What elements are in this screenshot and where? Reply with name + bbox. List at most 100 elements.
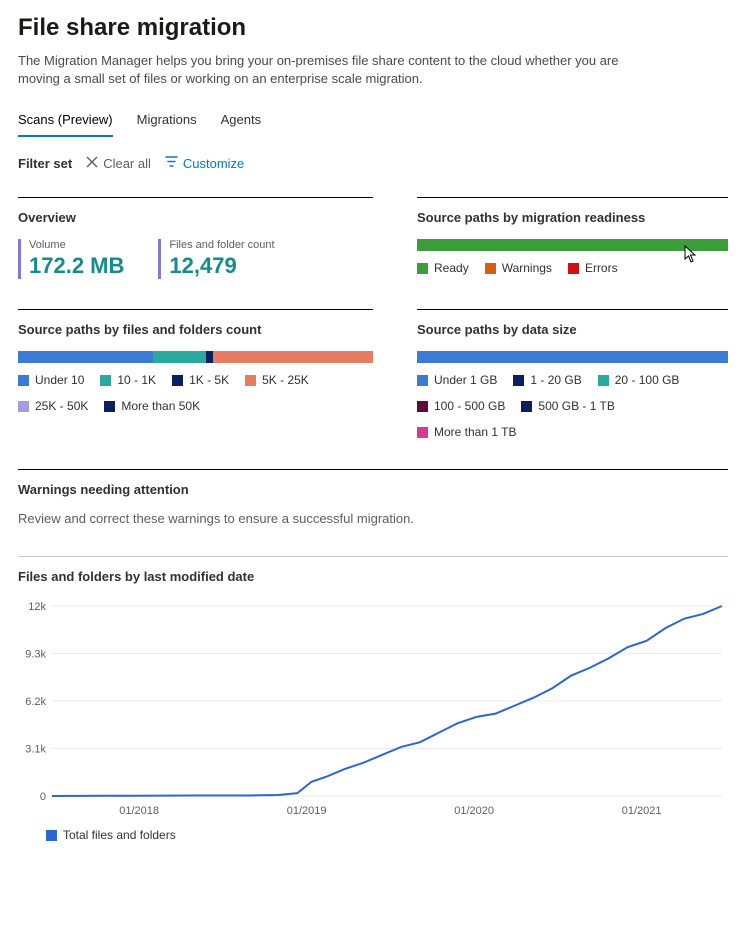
- legend-item: Ready: [417, 261, 469, 275]
- legend-swatch: [568, 263, 579, 274]
- series-label: Total files and folders: [63, 828, 176, 842]
- legend-swatch: [172, 375, 183, 386]
- files-count-title: Source paths by files and folders count: [18, 322, 373, 337]
- legend-item: Warnings: [485, 261, 552, 275]
- legend-item: More than 1 TB: [417, 425, 517, 439]
- customize-label: Customize: [183, 156, 244, 171]
- legend-item: 1 - 20 GB: [513, 373, 581, 387]
- line-chart: 0 3.1k 6.2k 9.3k 12k 01/2018 01/2019 01/2020 01/…: [18, 600, 728, 820]
- legend-swatch: [417, 375, 428, 386]
- legend-swatch: [104, 401, 115, 412]
- svg-text:6.2k: 6.2k: [25, 696, 46, 708]
- volume-label: Volume: [29, 239, 124, 251]
- files-value: 12,479: [169, 253, 274, 279]
- bar-segment: [153, 351, 206, 363]
- legend-swatch: [513, 375, 524, 386]
- tab-scans-preview-[interactable]: Scans (Preview): [18, 106, 113, 137]
- readiness-bar: [417, 239, 728, 251]
- legend-label: 5K - 25K: [262, 373, 309, 387]
- legend-swatch: [485, 263, 496, 274]
- customize-button[interactable]: Customize: [165, 155, 244, 171]
- legend-label: 20 - 100 GB: [615, 373, 680, 387]
- tab-agents[interactable]: Agents: [221, 106, 261, 137]
- bar-segment: [206, 351, 213, 363]
- line-chart-legend: Total files and folders: [46, 828, 728, 842]
- legend-item: 500 GB - 1 TB: [521, 399, 614, 413]
- modified-date-panel: Files and folders by last modified date …: [18, 556, 728, 842]
- warnings-subtitle: Review and correct these warnings to ens…: [18, 511, 728, 526]
- legend-swatch: [417, 263, 428, 274]
- legend-swatch: [245, 375, 256, 386]
- legend-item: Errors: [568, 261, 618, 275]
- legend-swatch: [417, 427, 428, 438]
- data-size-panel: Source paths by data size Under 1 GB 1 - …: [417, 309, 728, 439]
- filter-icon: [165, 155, 178, 171]
- legend-label: 10 - 1K: [117, 373, 156, 387]
- files-label: Files and folder count: [169, 239, 274, 251]
- svg-text:0: 0: [40, 791, 46, 803]
- legend-item: 100 - 500 GB: [417, 399, 505, 413]
- page-title: File share migration: [18, 14, 728, 42]
- overview-title: Overview: [18, 210, 373, 225]
- legend-swatch: [18, 401, 29, 412]
- legend-label: 100 - 500 GB: [434, 399, 505, 413]
- legend-label: 25K - 50K: [35, 399, 88, 413]
- legend-item: Under 10: [18, 373, 84, 387]
- cursor-icon: [684, 245, 698, 266]
- volume-value: 172.2 MB: [29, 253, 124, 279]
- tabs: Scans (Preview) Migrations Agents: [18, 106, 728, 137]
- legend-swatch: [18, 375, 29, 386]
- filter-set-label: Filter set: [18, 156, 72, 171]
- legend-label: More than 50K: [121, 399, 200, 413]
- legend-item: 1K - 5K: [172, 373, 229, 387]
- series-swatch: [46, 830, 57, 841]
- svg-text:9.3k: 9.3k: [25, 649, 46, 661]
- bar-segment: [213, 351, 373, 363]
- files-count-legend: Under 10 10 - 1K 1K - 5K 5K - 25K 25K - 50K M…: [18, 373, 373, 413]
- files-count-bar: [18, 351, 373, 363]
- page-description: The Migration Manager helps you bring yo…: [18, 52, 658, 88]
- files-count-panel: Source paths by files and folders count …: [18, 309, 373, 439]
- legend-label: Ready: [434, 261, 469, 275]
- warnings-title: Warnings needing attention: [18, 482, 728, 497]
- bar-segment: [18, 351, 153, 363]
- legend-item: 10 - 1K: [100, 373, 156, 387]
- legend-label: 1K - 5K: [189, 373, 229, 387]
- svg-text:01/2021: 01/2021: [622, 805, 662, 817]
- clear-all-button[interactable]: Clear all: [86, 156, 151, 171]
- legend-swatch: [521, 401, 532, 412]
- data-size-legend: Under 1 GB 1 - 20 GB 20 - 100 GB 100 - 500 …: [417, 373, 728, 439]
- data-size-bar: [417, 351, 728, 363]
- readiness-legend: Ready Warnings Errors: [417, 261, 728, 275]
- data-size-title: Source paths by data size: [417, 322, 728, 337]
- readiness-panel: Source paths by migration readiness Read…: [417, 197, 728, 279]
- legend-swatch: [100, 375, 111, 386]
- legend-item: 25K - 50K: [18, 399, 88, 413]
- legend-swatch: [417, 401, 428, 412]
- bar-segment: [417, 239, 728, 251]
- svg-text:01/2020: 01/2020: [454, 805, 494, 817]
- legend-item: Under 1 GB: [417, 373, 497, 387]
- svg-text:12k: 12k: [28, 601, 46, 613]
- legend-label: 1 - 20 GB: [530, 373, 581, 387]
- bar-segment: [417, 351, 728, 363]
- close-icon: [86, 156, 98, 171]
- legend-label: Warnings: [502, 261, 552, 275]
- legend-label: More than 1 TB: [434, 425, 517, 439]
- legend-item: More than 50K: [104, 399, 200, 413]
- legend-label: Under 1 GB: [434, 373, 497, 387]
- filter-bar: Filter set Clear all Customize: [18, 155, 728, 171]
- svg-text:01/2019: 01/2019: [287, 805, 327, 817]
- legend-item: 5K - 25K: [245, 373, 309, 387]
- legend-swatch: [598, 375, 609, 386]
- tab-migrations[interactable]: Migrations: [137, 106, 197, 137]
- line-chart-title: Files and folders by last modified date: [18, 569, 728, 584]
- legend-label: Under 10: [35, 373, 84, 387]
- overview-panel: Overview Volume 172.2 MB Files and folde…: [18, 197, 373, 279]
- clear-all-label: Clear all: [103, 156, 151, 171]
- svg-text:3.1k: 3.1k: [25, 744, 46, 756]
- legend-item: 20 - 100 GB: [598, 373, 680, 387]
- legend-label: Errors: [585, 261, 618, 275]
- legend-label: 500 GB - 1 TB: [538, 399, 614, 413]
- svg-text:01/2018: 01/2018: [119, 805, 159, 817]
